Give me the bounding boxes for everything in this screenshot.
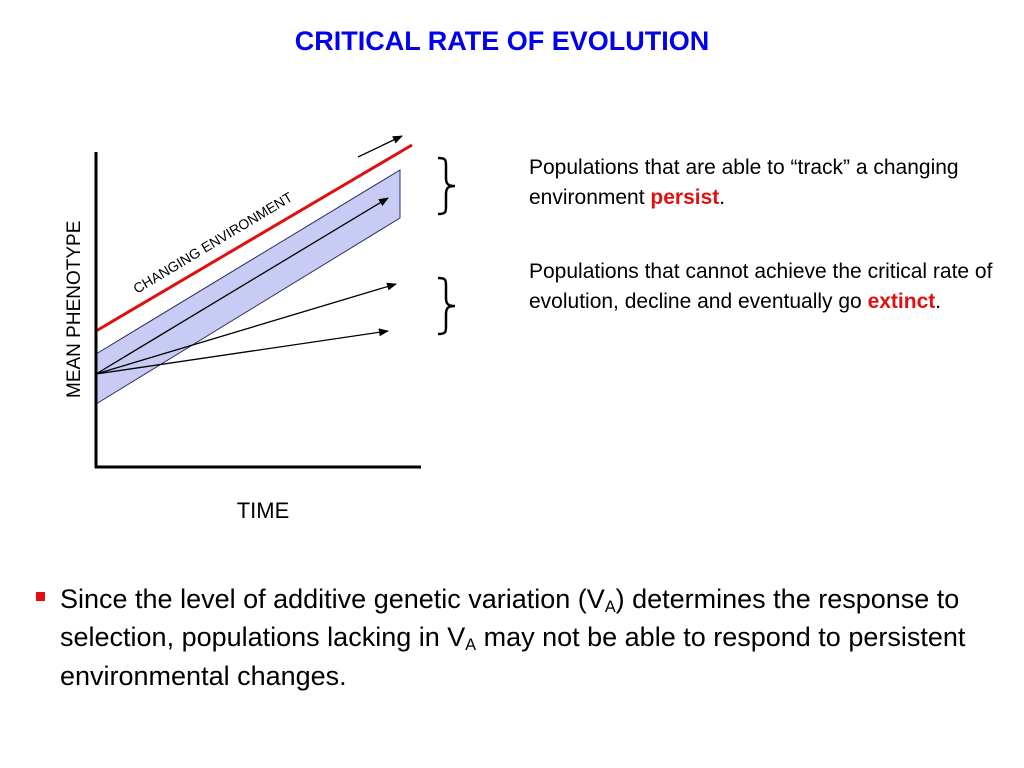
slow-response-arrow <box>95 282 397 375</box>
y-axis-label: MEAN PHENOTYPE <box>64 221 85 398</box>
x-axis-label: TIME <box>237 498 290 523</box>
critical-rate-diagram: CHANGING ENVIRONMENT MEAN PHENOTYPE TIME <box>64 135 456 523</box>
va-subscript-2: A <box>465 636 477 655</box>
bullet-text-part2: ) determines the response to selection, … <box>60 584 960 653</box>
bullet-text: Since the level of additive genetic vari… <box>60 580 980 695</box>
persist-note-end: . <box>719 186 726 210</box>
va-subscript-1: A <box>604 598 616 617</box>
extinct-note: Populations that cannot achieve the crit… <box>529 257 1009 318</box>
no-response-arrow <box>95 328 389 375</box>
bullet-square-icon <box>36 592 45 601</box>
extinct-keyword: extinct <box>867 290 936 314</box>
slide-title: CRITICAL RATE OF EVOLUTION <box>294 26 710 56</box>
extinct-note-text: Populations that cannot achieve the crit… <box>529 260 993 314</box>
extinct-note-end: . <box>935 290 942 314</box>
environment-line <box>95 143 413 333</box>
extinct-brace <box>437 276 456 336</box>
tracking-arrow <box>95 197 389 375</box>
persist-keyword: persist <box>650 186 720 210</box>
persist-note: Populations that are able to “track” a c… <box>529 153 1009 214</box>
bullet-text-part3: may not be able to respond to persistent… <box>60 622 966 691</box>
persist-brace <box>437 156 456 216</box>
persist-note-text: Populations that are able to “track” a c… <box>529 156 959 210</box>
environment-label-arrow <box>357 135 403 158</box>
bullet-text-part1: Since the level of additive genetic vari… <box>60 584 605 614</box>
